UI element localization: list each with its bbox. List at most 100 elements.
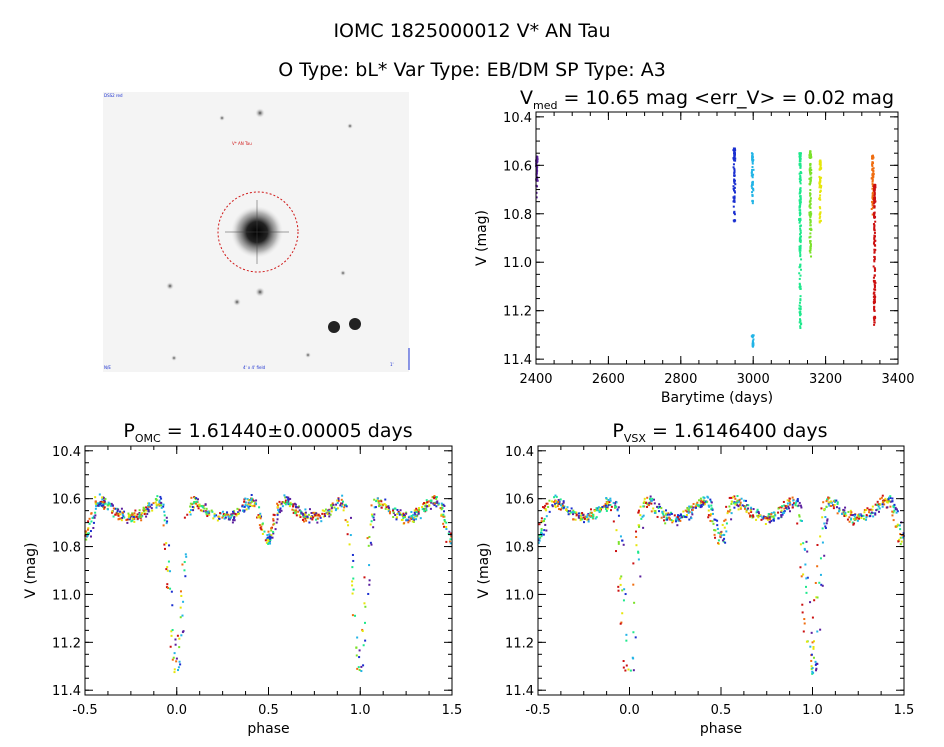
phase-point (315, 518, 318, 521)
lightcurve-point (873, 291, 876, 294)
y-tick-label: 10.8 (52, 541, 81, 556)
phase-point (663, 519, 666, 522)
phase-point (752, 514, 755, 517)
phase-point (348, 543, 351, 546)
lightcurve-point (874, 197, 877, 200)
phase-point (266, 536, 269, 539)
phase-point (632, 562, 635, 565)
phase-point (876, 508, 879, 511)
finder-scale-label: 1' (390, 362, 394, 367)
phase-point (720, 534, 723, 537)
phase-point (125, 518, 128, 521)
phase-point (768, 516, 771, 519)
phase-point (281, 501, 284, 504)
phase-point (551, 505, 554, 508)
phase-point (433, 495, 436, 498)
lightcurve-point (751, 202, 754, 205)
phase-point (694, 505, 697, 508)
lightcurve-point (798, 201, 801, 204)
phase-point (203, 507, 206, 510)
lightcurve-point (809, 163, 812, 166)
phase-point (711, 520, 714, 523)
phase-point (363, 602, 366, 605)
lightcurve-point (873, 308, 876, 311)
phase-point (813, 599, 816, 602)
phase-point (304, 511, 307, 514)
phase-point (316, 517, 319, 520)
phase-point (297, 506, 300, 509)
phase-point (587, 518, 590, 521)
phase-point (862, 514, 865, 517)
lightcurve-point (535, 174, 538, 177)
y-tick-label: 11.2 (52, 636, 81, 651)
phase-point (257, 516, 260, 519)
phase-point (712, 522, 715, 525)
phase-point (300, 512, 303, 515)
phase-point (842, 508, 845, 511)
phase-point (247, 506, 250, 509)
lightcurve-point (871, 196, 874, 199)
phase-point (112, 515, 115, 518)
phase-point (823, 554, 826, 557)
phase-point (193, 501, 196, 504)
phase-point (871, 505, 874, 508)
lightcurve-point (800, 322, 803, 325)
phase-point (443, 520, 446, 523)
phase-point (134, 509, 137, 512)
phase-point (158, 501, 161, 504)
phase-point (667, 512, 670, 515)
phase-point (772, 511, 775, 514)
lightcurve-point (799, 314, 802, 317)
phase-point (728, 510, 731, 513)
phase-point (824, 515, 827, 518)
phase-point (145, 515, 148, 518)
lightcurve-point (752, 342, 755, 345)
phase-point (822, 501, 825, 504)
phase-point (165, 586, 168, 589)
phase-point (275, 521, 278, 524)
phase-point (617, 589, 620, 592)
phase-point (814, 663, 817, 666)
phase-point (151, 509, 154, 512)
phase-point (601, 505, 604, 508)
lightcurve-point (752, 188, 755, 191)
phase-point (117, 508, 120, 511)
phase-point (637, 558, 640, 561)
phase-point (653, 502, 656, 505)
phase-point (369, 541, 372, 544)
phase-point (553, 500, 556, 503)
y-tick-label: 11.4 (505, 684, 534, 699)
phase-point (189, 505, 192, 508)
phase-point (196, 505, 199, 508)
phase-point (440, 513, 443, 516)
lightcurve-point (809, 247, 812, 250)
phase-point (788, 497, 791, 500)
phase-point (147, 502, 150, 505)
phase-point (691, 508, 694, 511)
phase-point (745, 499, 748, 502)
phase-point (815, 596, 818, 599)
phase-point (102, 505, 105, 508)
phase-point (182, 630, 185, 633)
lightcurve-point (873, 260, 876, 263)
phase-point (814, 581, 817, 584)
phase-point (823, 522, 826, 525)
phase-point (663, 515, 666, 518)
phase-point (802, 630, 805, 633)
phase-point (442, 503, 445, 506)
phase-point (559, 508, 562, 511)
phase-point (238, 509, 241, 512)
lightcurve-point (536, 185, 539, 188)
phase-point (267, 540, 270, 543)
phase-point (418, 508, 421, 511)
phase-point (299, 510, 302, 513)
phase-point (883, 499, 886, 502)
phase-point (589, 515, 592, 518)
phase-point (653, 498, 656, 501)
phase-point (342, 509, 345, 512)
lightcurve-point (733, 150, 736, 153)
phase-point (208, 513, 211, 516)
phase-point (540, 517, 543, 520)
phase-point (146, 512, 149, 515)
phase-point (896, 523, 899, 526)
